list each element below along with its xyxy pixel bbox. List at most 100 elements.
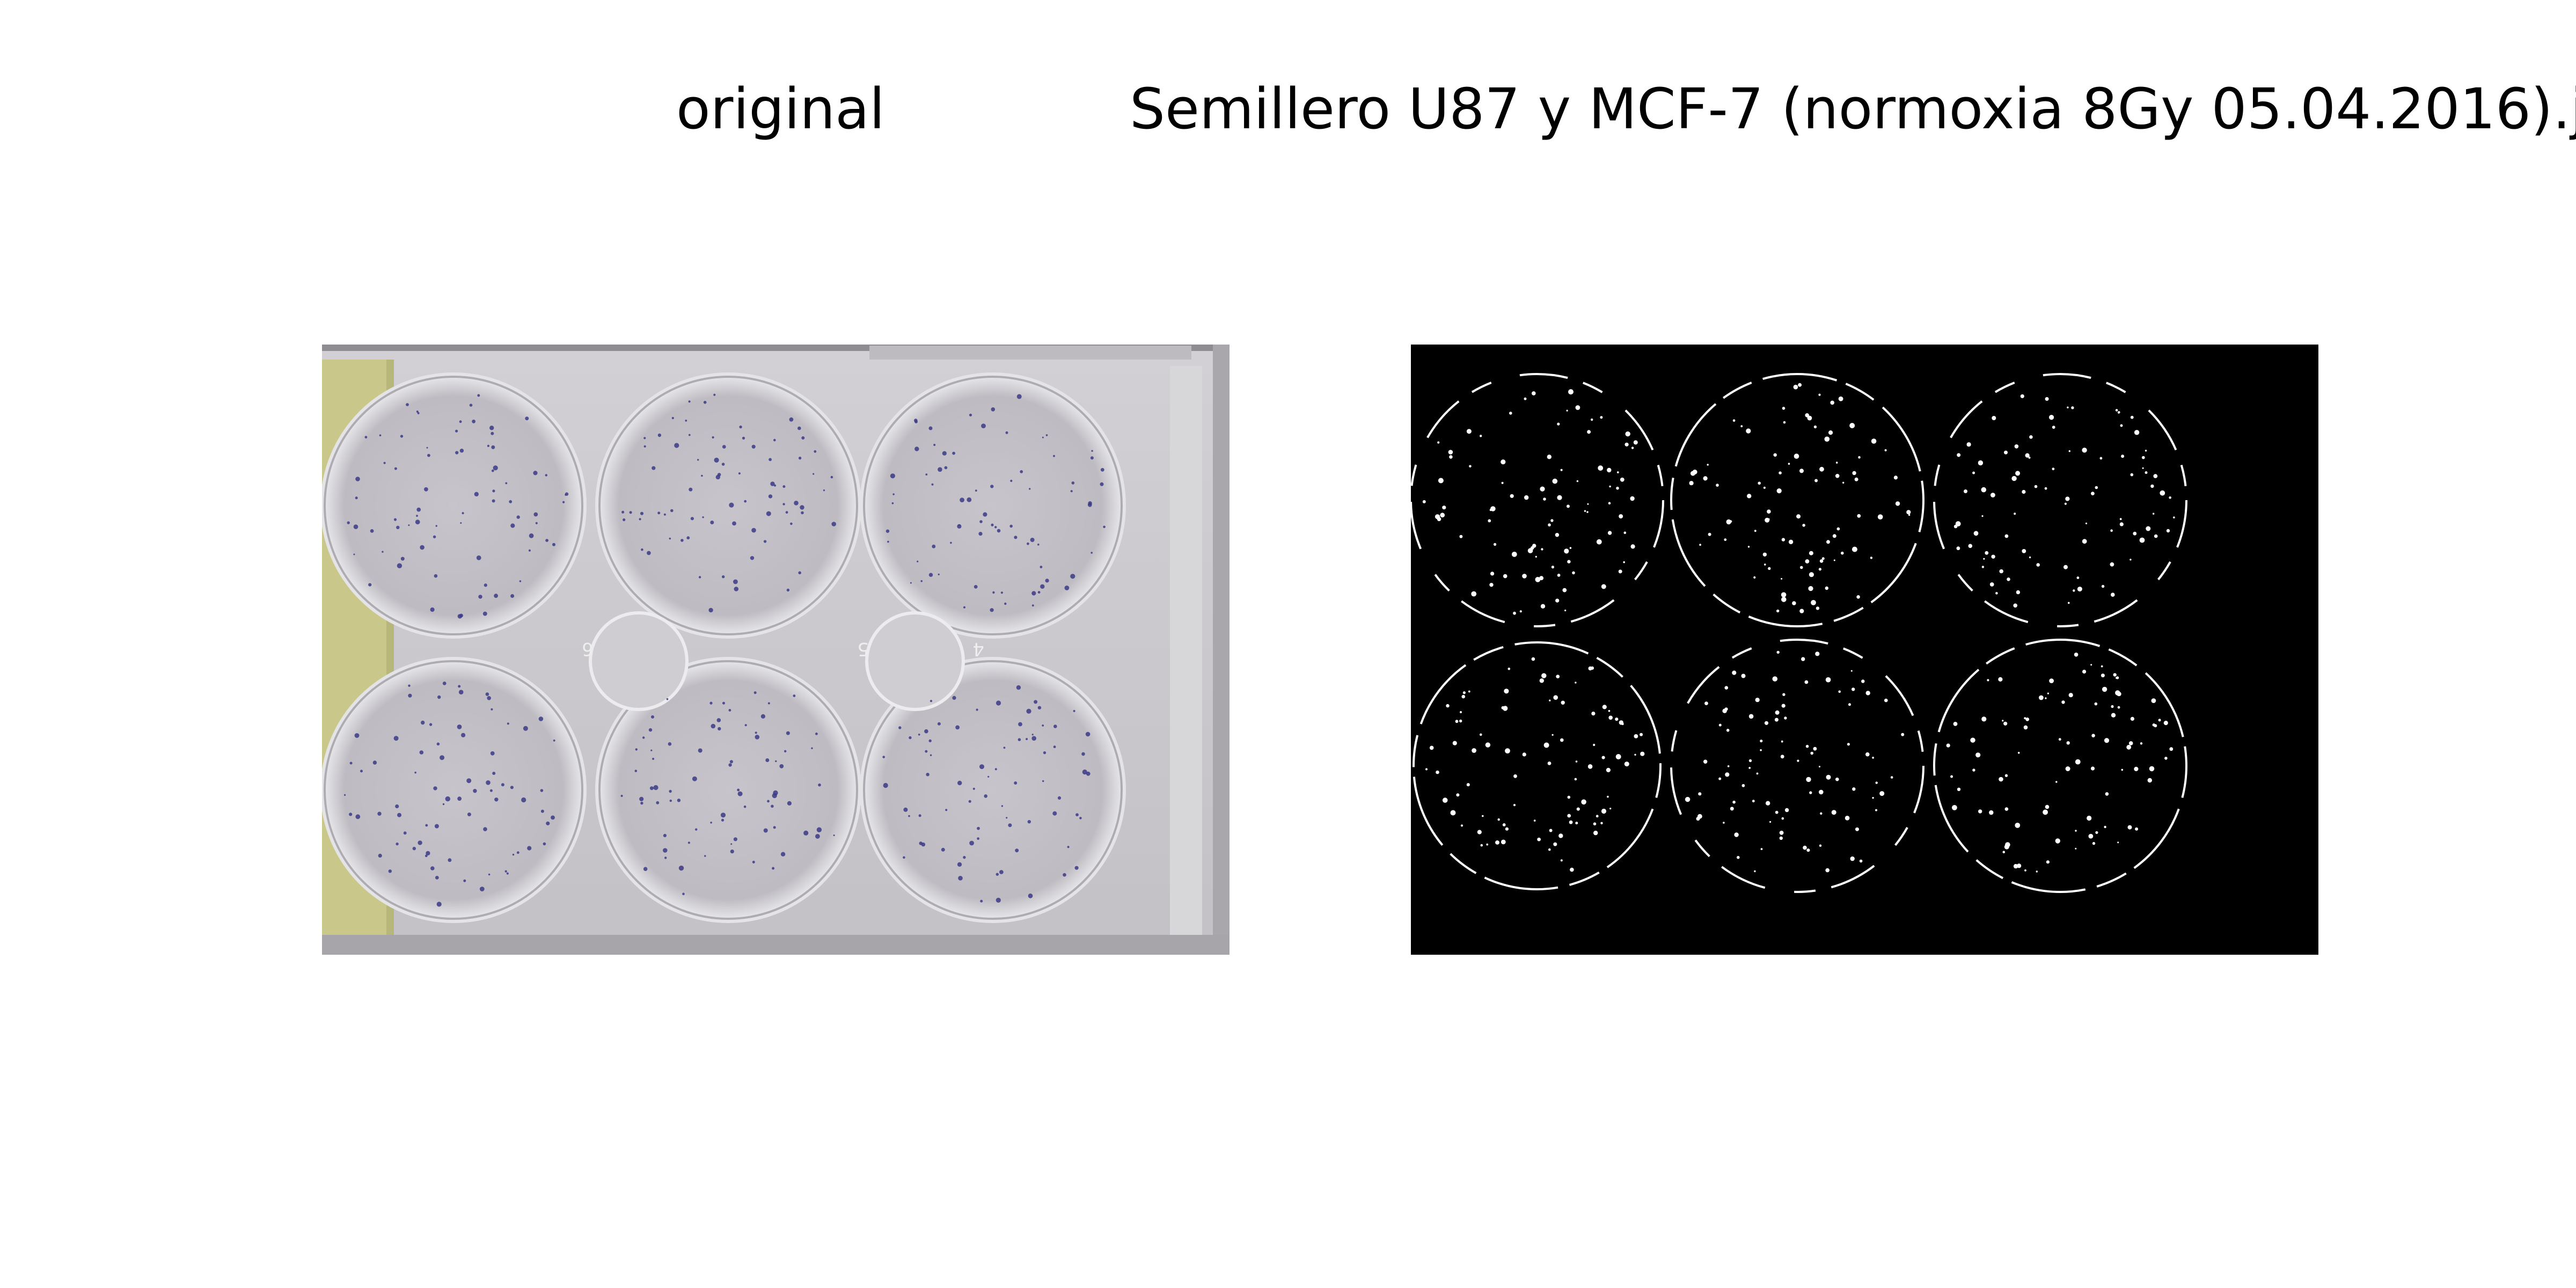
mask-colony-dot — [1835, 777, 1839, 781]
mask-colony-dot — [1446, 704, 1450, 708]
mask-colony-dot — [1865, 691, 1870, 696]
mask-colony-dot — [1781, 704, 1785, 708]
colony-dot — [510, 786, 514, 789]
mask-colony-dot — [2102, 686, 2107, 692]
mask-colony-dot — [2015, 823, 2021, 828]
mask-colony-dot — [1564, 609, 1567, 612]
mask-colony-dot — [2121, 769, 2124, 771]
mask-colony-dot — [2169, 747, 2174, 751]
mask-colony-dot — [1884, 449, 1887, 451]
colony-dot — [721, 463, 725, 466]
mask-colony-dot — [1557, 422, 1560, 426]
mask-colony-dot — [1824, 436, 1830, 442]
colony-dot — [768, 494, 773, 499]
colony-dot — [753, 691, 757, 694]
mask-colony-dot — [2087, 815, 2092, 821]
colony-dot — [803, 830, 809, 836]
mask-colony-dot — [1587, 430, 1591, 434]
colony-dot — [990, 608, 994, 612]
mask-colony-dot — [2163, 721, 2168, 726]
mask-colony-dot — [1809, 572, 1814, 577]
mask-colony-dot — [2067, 406, 2069, 408]
colony-dot — [786, 588, 790, 592]
mask-colony-dot — [2169, 496, 2171, 499]
colony-dot — [349, 813, 353, 816]
mask-colony-dot — [1831, 810, 1836, 815]
colony-dot — [491, 445, 495, 449]
colony-dot — [800, 505, 804, 510]
colony-dot — [492, 489, 495, 493]
colony-dot — [1040, 584, 1045, 589]
mask-colony-dot — [1616, 471, 1619, 473]
mask-colony-dot — [1830, 400, 1834, 405]
mask-colony-dot — [2024, 717, 2026, 720]
colony-dot — [426, 447, 428, 449]
colony-dot — [677, 799, 681, 802]
colony-dot — [448, 858, 452, 862]
mask-colony-dot — [1640, 751, 1645, 756]
colony-dot — [925, 750, 928, 753]
mask-colony-dot — [1990, 493, 1995, 497]
mask-colony-dot — [1460, 711, 1462, 713]
mask-colony-dot — [2004, 774, 2008, 777]
well — [598, 376, 858, 635]
mask-colony-dot — [2116, 676, 2119, 679]
mask-colony-dot — [1724, 538, 1727, 541]
mask-colony-dot — [1624, 442, 1629, 447]
colony-dot — [984, 794, 987, 798]
mask-colony-dot — [1981, 566, 1985, 568]
mask-colony-dot — [1804, 680, 1809, 684]
colony-dot — [1014, 781, 1018, 785]
colony-dot — [1053, 745, 1056, 749]
colony-dot — [436, 902, 442, 907]
mask-colony-dot — [2064, 502, 2067, 505]
colony-dot — [755, 735, 760, 740]
mask-colony-dot — [1468, 690, 1470, 693]
mask-colony-dot — [1806, 848, 1810, 852]
colony-dot — [960, 497, 964, 502]
mask-colony-dot — [1854, 477, 1858, 481]
mask-colony-dot — [1596, 815, 1599, 818]
colony-dot — [773, 438, 776, 442]
colony-dot — [510, 594, 515, 598]
mask-colony-dot — [1737, 855, 1740, 859]
mask-colony-dot — [1855, 827, 1859, 831]
mask-colony-dot — [1746, 428, 1751, 434]
mask-colony-dot — [1621, 722, 1624, 726]
colony-dot — [771, 804, 774, 808]
colony-dot — [991, 523, 994, 526]
mask-colony-dot — [1850, 670, 1853, 672]
colony-dot — [651, 715, 654, 719]
mask-colony-dot — [2077, 587, 2082, 592]
colony-dot — [472, 419, 475, 423]
colony-dot — [789, 417, 794, 422]
colony-dot — [928, 573, 933, 577]
colony-dot — [378, 853, 382, 858]
mask-colony-dot — [1762, 552, 1767, 557]
colony-dot — [765, 758, 770, 762]
colony-dot — [952, 451, 955, 455]
mask-colony-dot — [1803, 845, 1807, 850]
colony-dot — [546, 821, 550, 825]
colony-dot — [527, 846, 532, 851]
colony-dot — [1085, 731, 1091, 737]
mask-colony-dot — [1796, 514, 1801, 519]
mask-colony-dot — [2074, 653, 2079, 657]
mask-colony-dot — [2115, 690, 2120, 696]
colony-dot — [1042, 436, 1044, 438]
colony-dot — [669, 799, 672, 802]
colony-dot — [1086, 771, 1091, 776]
mask-colony-dot — [1766, 801, 1770, 806]
mask-colony-dot — [1549, 829, 1553, 832]
colony-dot — [797, 426, 801, 430]
colony-dot — [1037, 543, 1040, 546]
mask-colony-dot — [1798, 383, 1802, 387]
mask-colony-dot — [1779, 836, 1783, 840]
colony-dot — [347, 521, 350, 524]
colony-dot — [521, 797, 526, 803]
mask-colony-dot — [1747, 546, 1750, 548]
colony-dot — [388, 869, 392, 873]
mask-colony-dot — [1851, 687, 1855, 691]
mask-colony-dot — [1806, 777, 1811, 782]
colony-dot — [918, 814, 921, 817]
